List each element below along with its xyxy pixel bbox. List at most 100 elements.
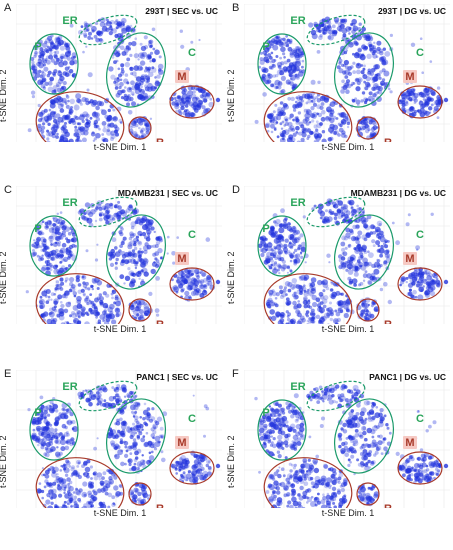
- data-point: [420, 289, 424, 292]
- data-point: [414, 295, 418, 299]
- cluster-outline-m: [397, 451, 443, 485]
- data-point: [367, 250, 370, 253]
- data-point: [120, 67, 124, 71]
- data-point: [339, 112, 345, 118]
- data-point: [50, 446, 56, 452]
- data-point: [119, 417, 123, 422]
- data-point: [134, 394, 138, 398]
- data-point: [37, 229, 44, 236]
- data-point: [129, 53, 133, 58]
- data-point: [146, 95, 152, 101]
- data-point: [343, 59, 349, 66]
- data-point: [139, 262, 146, 268]
- data-point: [428, 455, 432, 460]
- data-point: [126, 57, 131, 62]
- cluster-outline-m: [397, 267, 443, 301]
- data-point: [176, 460, 180, 464]
- data-point: [39, 305, 44, 309]
- data-point: [326, 314, 330, 319]
- data-point: [130, 258, 136, 264]
- data-point: [41, 496, 44, 500]
- data-point: [156, 240, 161, 245]
- data-point: [196, 474, 200, 478]
- data-point: [435, 467, 439, 471]
- data-point: [285, 44, 290, 48]
- data-point: [93, 446, 97, 451]
- data-point: [286, 225, 293, 232]
- data-point: [127, 110, 133, 115]
- data-point: [436, 283, 440, 288]
- cluster-outline-m: [169, 267, 215, 301]
- data-point: [356, 235, 361, 240]
- data-point: [327, 137, 332, 142]
- data-point: [91, 278, 95, 281]
- data-point: [91, 25, 97, 32]
- cluster-outline-er: [78, 196, 138, 228]
- data-point: [282, 37, 286, 42]
- data-point: [159, 256, 163, 259]
- point-cloud: [27, 384, 213, 508]
- data-point: [300, 99, 304, 103]
- data-point: [188, 111, 191, 115]
- data-point: [274, 222, 279, 227]
- data-point: [150, 268, 156, 275]
- data-point: [388, 87, 391, 91]
- data-point: [278, 500, 282, 504]
- data-point: [141, 485, 146, 489]
- data-point: [57, 243, 61, 247]
- data-point: [341, 121, 344, 124]
- data-point: [354, 269, 357, 272]
- data-point: [96, 280, 103, 286]
- data-point: [180, 105, 185, 111]
- data-point: [369, 442, 376, 449]
- data-point: [347, 416, 354, 422]
- data-point: [66, 420, 70, 424]
- data-point: [337, 480, 341, 485]
- data-point: [133, 303, 137, 306]
- data-point: [133, 395, 137, 399]
- data-point: [191, 470, 197, 476]
- data-point: [83, 503, 88, 508]
- data-point: [51, 46, 55, 50]
- data-point: [413, 98, 418, 103]
- data-point: [116, 418, 120, 422]
- data-point: [105, 27, 110, 33]
- data-point: [135, 124, 139, 128]
- data-point: [428, 273, 433, 278]
- data-point: [268, 293, 273, 297]
- data-point: [78, 488, 83, 493]
- data-point: [52, 471, 56, 474]
- data-point: [365, 443, 370, 448]
- data-point: [283, 423, 287, 427]
- data-point: [130, 498, 137, 505]
- data-point: [48, 311, 55, 318]
- data-point: [354, 433, 360, 438]
- data-point: [33, 54, 37, 59]
- data-point: [52, 44, 56, 48]
- data-point: [82, 281, 86, 285]
- data-point: [38, 255, 42, 259]
- data-point: [292, 118, 295, 122]
- data-point: [50, 321, 56, 324]
- data-point: [263, 441, 266, 445]
- data-point: [150, 226, 155, 231]
- data-point: [148, 39, 154, 44]
- data-point: [319, 34, 323, 38]
- data-point: [366, 214, 372, 220]
- data-point: [90, 300, 95, 305]
- data-point: [84, 466, 91, 473]
- data-point: [295, 66, 300, 72]
- data-point: [66, 419, 73, 426]
- data-point: [200, 283, 203, 287]
- data-point: [342, 429, 348, 434]
- data-point: [116, 384, 121, 388]
- data-point: [191, 464, 197, 471]
- data-point: [47, 438, 51, 441]
- data-point: [411, 276, 418, 282]
- data-point: [263, 434, 269, 439]
- data-point: [137, 257, 143, 262]
- cluster-outline-n: [263, 273, 353, 324]
- data-point: [324, 390, 331, 397]
- data-point: [425, 429, 429, 433]
- data-point: [306, 128, 312, 133]
